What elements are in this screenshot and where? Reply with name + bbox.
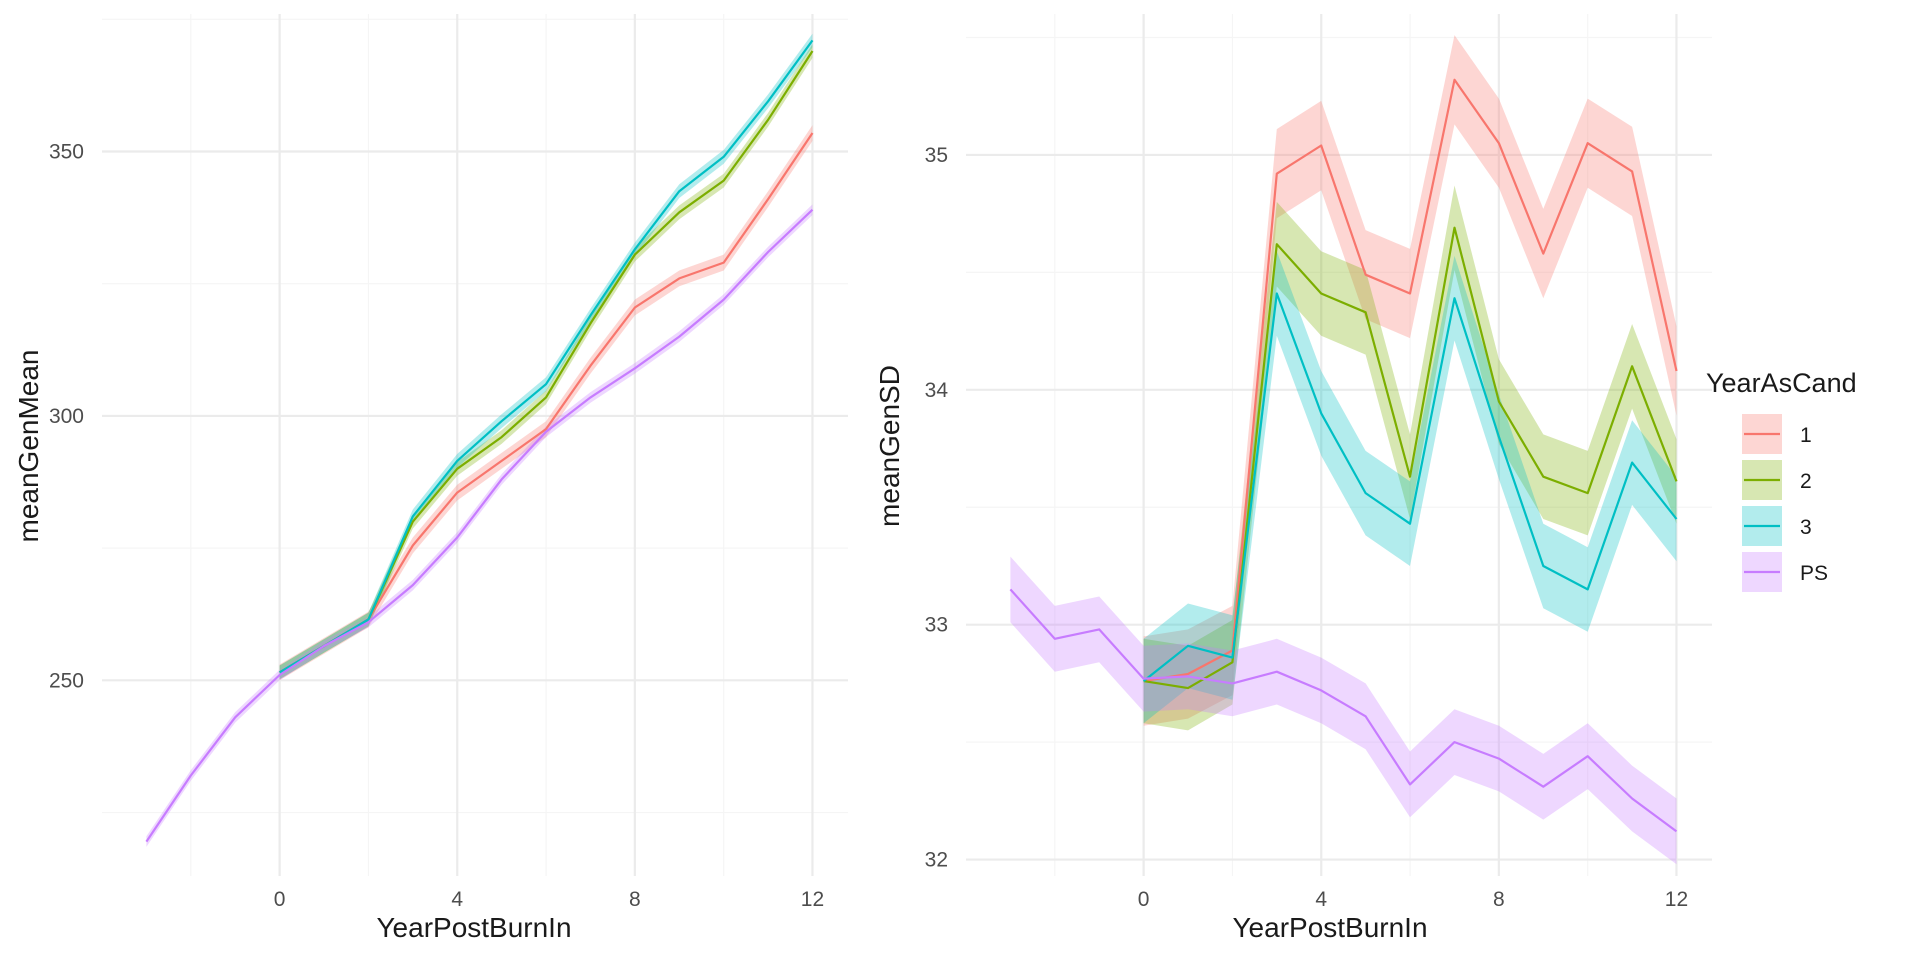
legend-item-2: 2 — [1742, 460, 1812, 500]
panel-mean-gen-sd: 0 4 8 12 32 33 34 35 YearPostBurnIn meanGenSD — [874, 14, 1712, 943]
x-tick-label: 0 — [1138, 888, 1150, 911]
ribbon-series-PS — [1010, 556, 1677, 865]
ribbon-series-2 — [1143, 185, 1677, 731]
series-lines — [145, 39, 814, 843]
x-tick-label: 8 — [1493, 888, 1505, 911]
ribbon-series-3 — [1143, 251, 1677, 724]
y-tick-label: 350 — [49, 140, 84, 163]
y-tick-labels: 250 300 350 — [49, 140, 84, 692]
y-axis-title: meanGenMean — [13, 349, 44, 542]
line-series-PS — [145, 208, 814, 843]
legend-title: YearAsCand — [1706, 368, 1857, 398]
y-tick-label: 250 — [49, 669, 84, 692]
legend-label-2: 2 — [1800, 470, 1812, 493]
panel-mean-gen-mean: 0 4 8 12 250 300 350 YearPostBurnIn meanGenMe… — [13, 14, 848, 943]
y-tick-label: 35 — [925, 144, 948, 167]
legend-item-PS: PS — [1742, 552, 1828, 592]
y-tick-labels: 32 33 34 35 — [925, 144, 949, 872]
legend-item-1: 1 — [1742, 414, 1812, 454]
x-tick-label: 4 — [451, 888, 463, 911]
grid-major — [966, 14, 1712, 876]
grid-minor — [966, 14, 1712, 876]
x-tick-label: 12 — [801, 888, 824, 911]
ribbon-series-PS — [146, 204, 813, 847]
x-axis-title: YearPostBurnIn — [376, 912, 571, 943]
legend-items: 1 2 3 PS — [1742, 414, 1828, 592]
legend-item-3: 3 — [1742, 506, 1812, 546]
legend-label-3: 3 — [1800, 516, 1812, 539]
x-tick-label: 4 — [1315, 888, 1327, 911]
x-tick-labels: 0 4 8 12 — [274, 888, 824, 911]
line-series-2 — [1143, 226, 1678, 690]
x-axis-title: YearPostBurnIn — [1232, 912, 1427, 943]
x-tick-labels: 0 4 8 12 — [1138, 888, 1688, 911]
legend-label-1: 1 — [1800, 424, 1812, 447]
legend: YearAsCand 1 2 3 PS — [1706, 368, 1857, 592]
legend-label-PS: PS — [1800, 562, 1828, 585]
y-tick-label: 32 — [925, 849, 948, 872]
x-tick-label: 12 — [1665, 888, 1688, 911]
y-axis-title: meanGenSD — [874, 365, 905, 527]
line-series-3 — [279, 39, 814, 674]
series-lines — [1009, 78, 1678, 833]
x-tick-label: 0 — [274, 888, 286, 911]
y-tick-label: 34 — [925, 379, 949, 402]
y-tick-label: 33 — [925, 614, 948, 637]
y-tick-label: 300 — [49, 405, 84, 428]
ribbon-series-1 — [1143, 35, 1677, 726]
line-series-3 — [1142, 292, 1678, 682]
grid-major — [102, 14, 848, 876]
x-tick-label: 8 — [629, 888, 641, 911]
ribbons — [1010, 35, 1677, 865]
ribbon-series-1 — [279, 125, 813, 681]
line-series-PS — [1009, 588, 1678, 833]
